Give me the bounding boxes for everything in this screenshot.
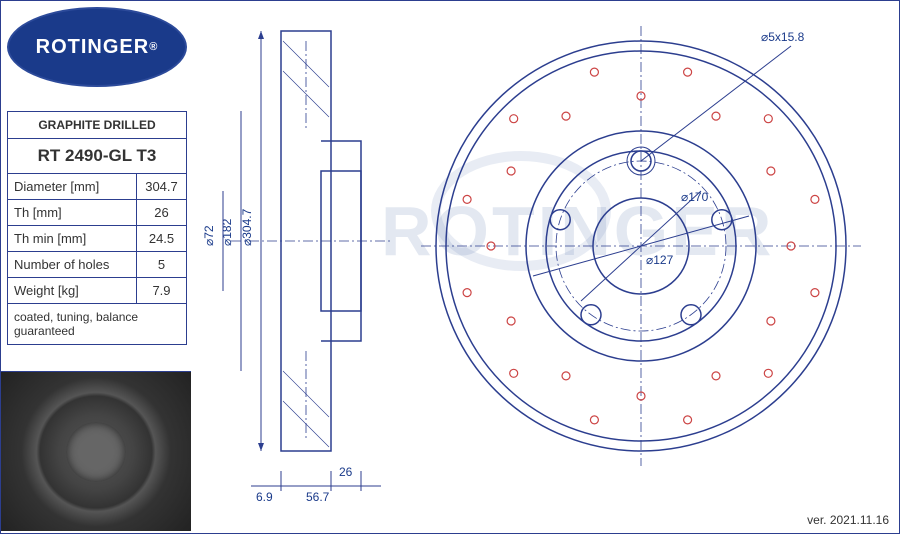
spec-value: 304.7	[137, 174, 187, 200]
dim-inner: ⌀170	[681, 190, 709, 204]
spec-value: 24.5	[137, 226, 187, 252]
registered-mark: ®	[149, 41, 158, 53]
dim-face: 6.9	[256, 490, 273, 504]
spec-value: 5	[137, 252, 187, 278]
dim-outer: ⌀304.7	[240, 208, 254, 246]
spec-label: Number of holes	[8, 252, 137, 278]
dim-thk: 26	[339, 465, 353, 479]
table-row: Diameter [mm]304.7	[8, 174, 187, 200]
version-label: ver. 2021.11.16	[807, 513, 889, 527]
table-row: Weight [kg]7.9	[8, 278, 187, 304]
brand-logo: ROTINGER®	[7, 7, 187, 87]
table-row: Number of holes5	[8, 252, 187, 278]
spec-label: Th [mm]	[8, 200, 137, 226]
spec-label: Diameter [mm]	[8, 174, 137, 200]
dim-bore: ⌀72	[202, 225, 216, 246]
table-row: Th [mm]26	[8, 200, 187, 226]
product-photo	[1, 371, 191, 531]
technical-drawing: ⌀304.7 ⌀182 ⌀72 6.9 56.7 26	[201, 11, 891, 505]
dim-holespec: ⌀5x15.8	[761, 30, 805, 44]
dim-pcd: ⌀127	[646, 253, 674, 267]
spec-table: GRAPHITE DRILLED RT 2490-GL T3 Diameter …	[7, 111, 187, 345]
brand-name: ROTINGER	[36, 36, 150, 59]
table-row: Th min [mm]24.5	[8, 226, 187, 252]
dim-hubdepth: 56.7	[306, 490, 330, 504]
spec-value: 26	[137, 200, 187, 226]
spec-label: Weight [kg]	[8, 278, 137, 304]
category-cell: GRAPHITE DRILLED	[8, 112, 187, 139]
spec-value: 7.9	[137, 278, 187, 304]
dim-hub: ⌀182	[220, 218, 234, 246]
note-cell: coated, tuning, balance guaranteed	[8, 304, 187, 345]
spec-label: Th min [mm]	[8, 226, 137, 252]
part-number-cell: RT 2490-GL T3	[8, 139, 187, 174]
